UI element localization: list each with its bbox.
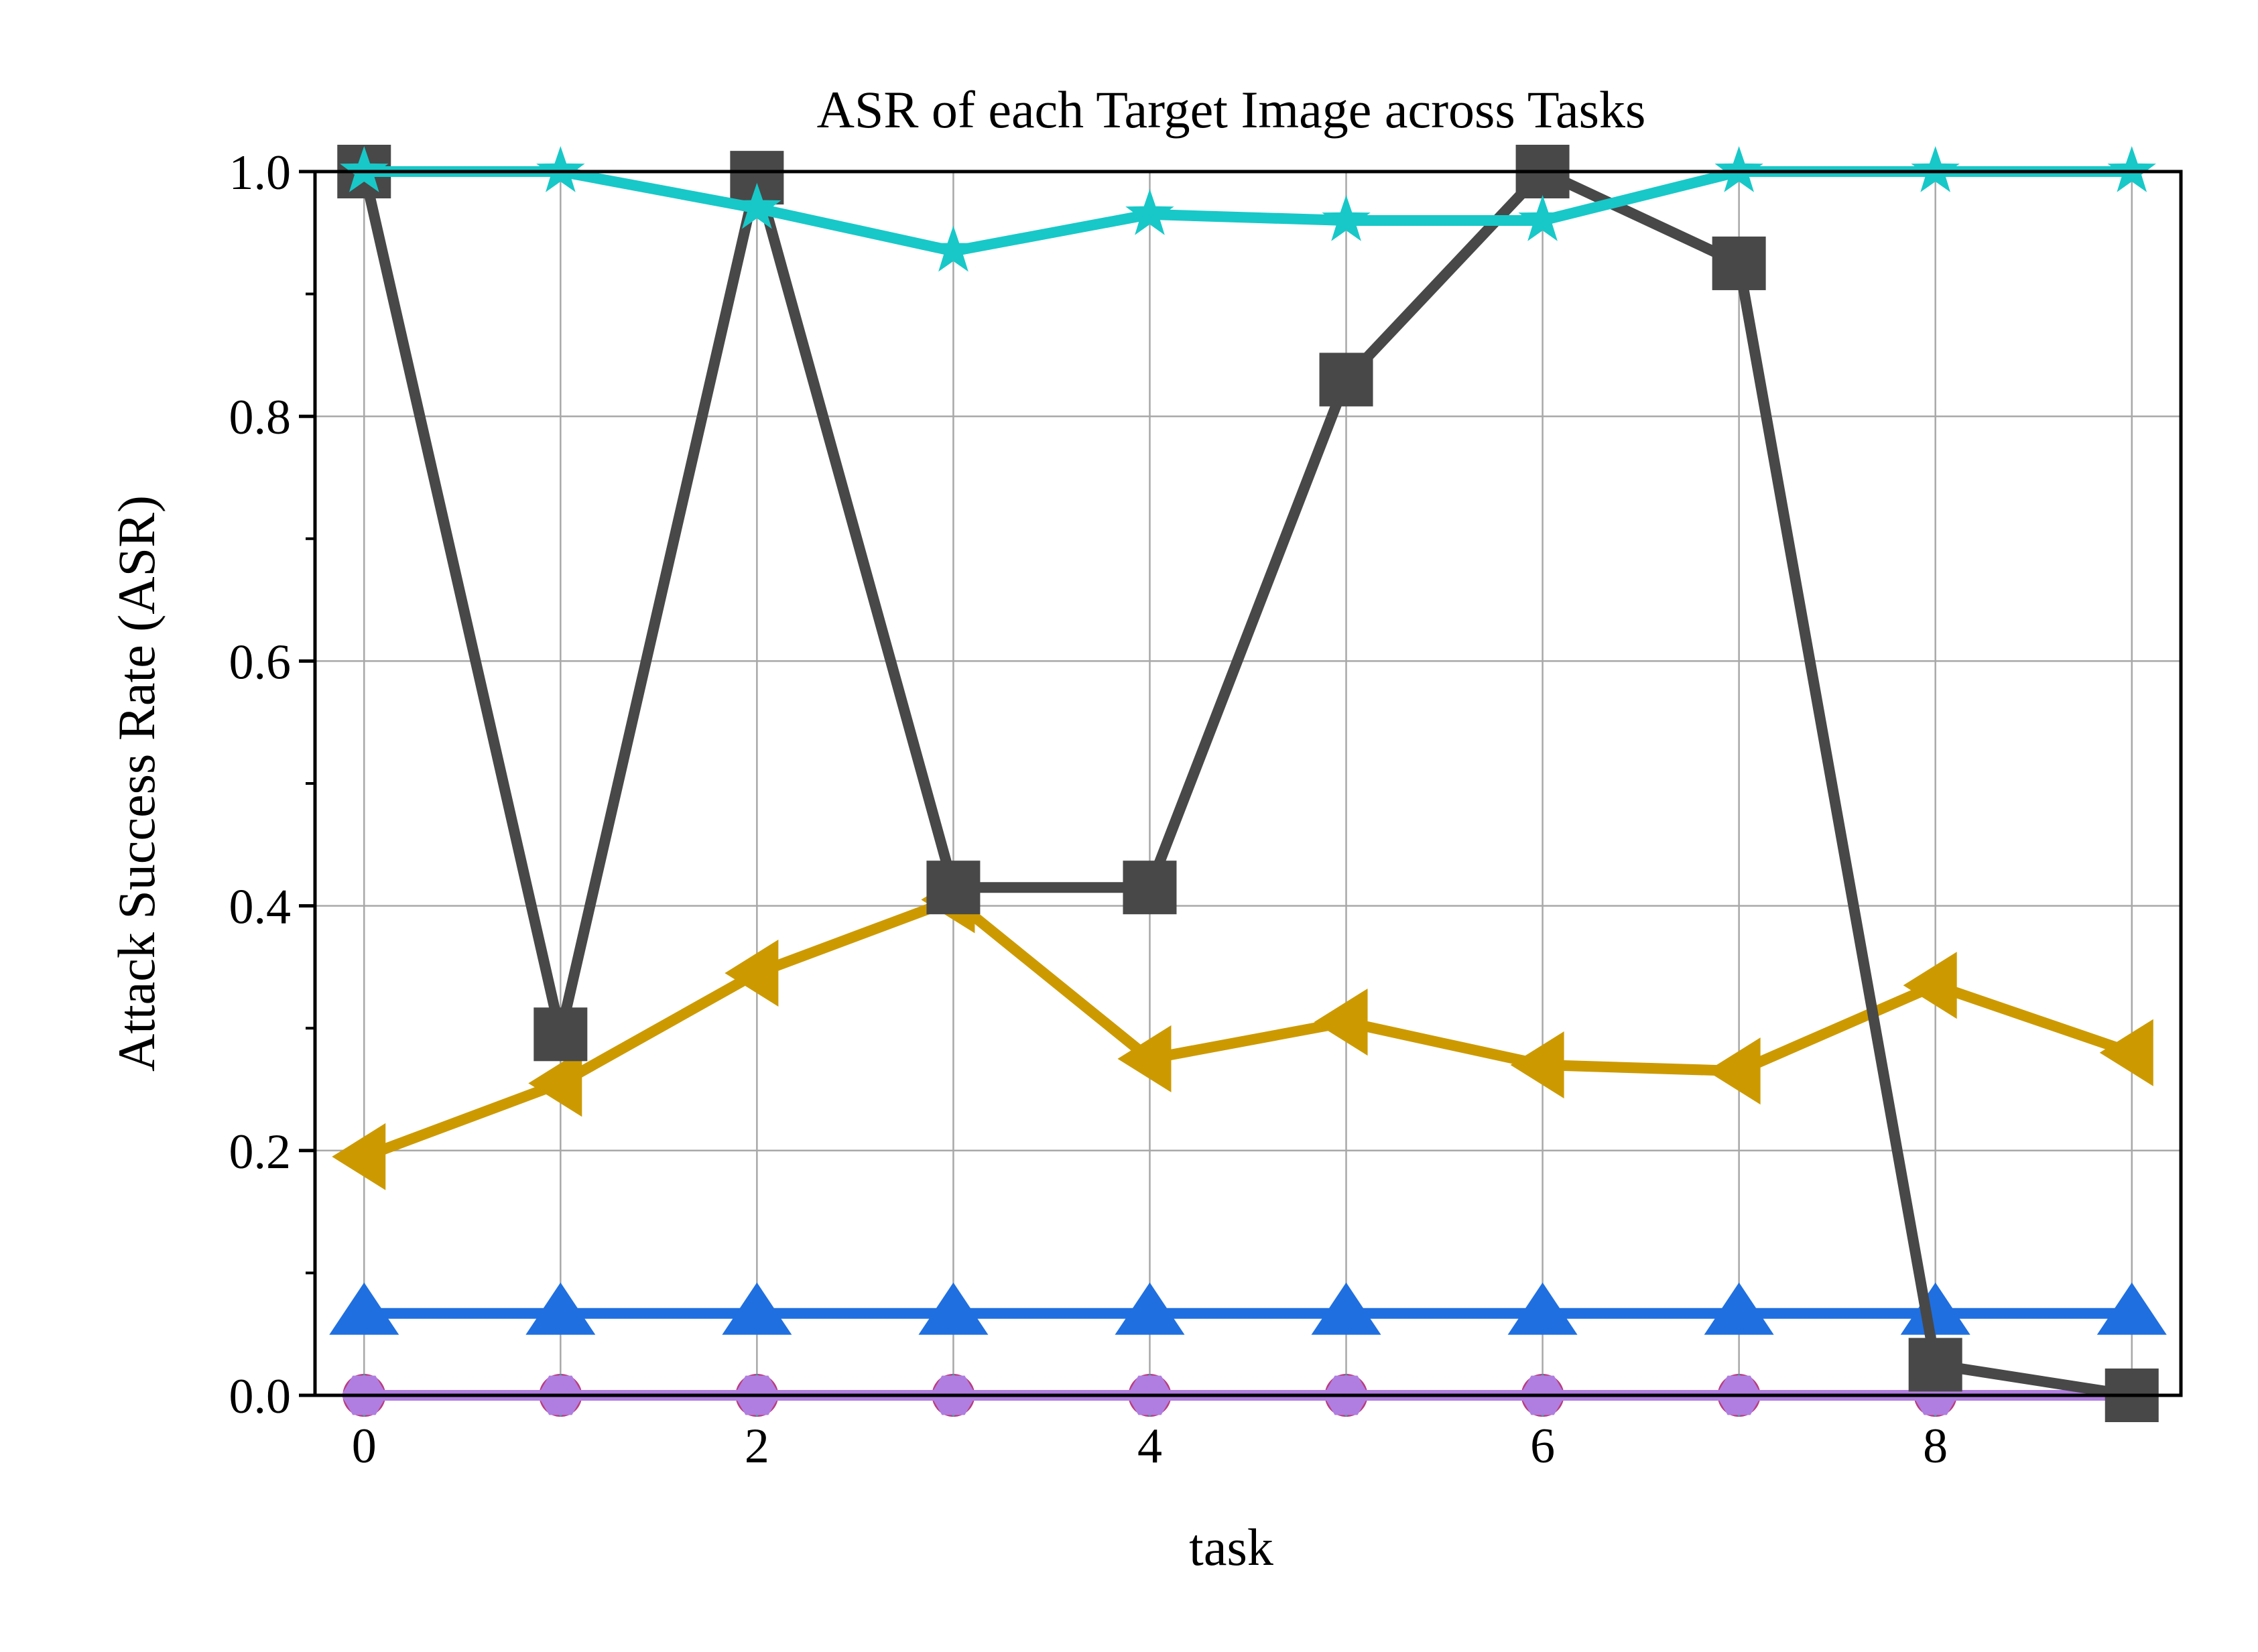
x-tick-label: 8 <box>1923 1419 1948 1474</box>
series-4 <box>332 866 2153 1190</box>
data-point <box>329 1282 399 1335</box>
data-point <box>1510 1031 1564 1098</box>
data-point <box>725 940 779 1007</box>
x-tick-label: 4 <box>1137 1419 1162 1474</box>
data-point <box>1507 1282 1578 1335</box>
data-point <box>918 1282 989 1335</box>
data-point <box>1704 1282 1774 1335</box>
y-tick-label: 0.0 <box>229 1369 292 1424</box>
data-point <box>2107 146 2156 192</box>
data-point <box>332 1123 386 1190</box>
axes: 0.0 0.2 0.4 0.6 0.8 1.0 0 2 4 6 8 <box>229 145 2133 1474</box>
data-point <box>340 146 389 192</box>
data-point <box>929 225 978 272</box>
data-point <box>1900 1282 1970 1335</box>
data-point <box>1319 353 1373 407</box>
x-axis-label: task <box>1189 1518 1273 1576</box>
y-axis-label: Attack Success Rate (ASR) <box>107 495 166 1072</box>
data-point <box>1714 146 1763 192</box>
x-tick-label: 2 <box>745 1419 769 1474</box>
data-point <box>528 1050 582 1117</box>
series-3 <box>329 1282 2167 1335</box>
y-tick-label: 0.4 <box>229 880 292 935</box>
data-point <box>1311 1282 1381 1335</box>
series-line <box>359 166 2133 1401</box>
data-point <box>2096 1282 2167 1335</box>
data-point <box>1911 146 1960 192</box>
y-tick-label: 0.2 <box>229 1125 292 1180</box>
series-line <box>362 894 2134 1162</box>
y-tick-label: 1.0 <box>229 145 292 200</box>
data-point <box>1314 989 1368 1056</box>
data-point <box>1117 1025 1172 1092</box>
data-point <box>1712 236 1766 290</box>
data-point <box>1908 1338 1962 1392</box>
x-tick-label: 0 <box>352 1419 377 1474</box>
y-tick-label: 0.8 <box>229 390 292 445</box>
data-point <box>733 182 781 229</box>
data-point <box>1518 195 1567 241</box>
x-tick-label: 6 <box>1530 1419 1555 1474</box>
data-point <box>525 1282 596 1335</box>
data-point <box>2099 1019 2153 1086</box>
data-point <box>1125 188 1174 235</box>
plot-frame <box>313 170 2183 1397</box>
data-point <box>536 146 585 192</box>
chart-title: ASR of each Target Image across Tasks <box>817 80 1646 139</box>
data-point <box>534 1007 588 1062</box>
data-point <box>1322 195 1371 241</box>
data-point <box>722 1282 792 1335</box>
data-point <box>1123 861 1177 915</box>
data-point <box>1115 1282 1185 1335</box>
data-point <box>1706 1037 1761 1105</box>
data-point <box>1903 952 1957 1019</box>
y-tick-label: 0.6 <box>229 635 292 690</box>
data-point <box>926 861 981 915</box>
